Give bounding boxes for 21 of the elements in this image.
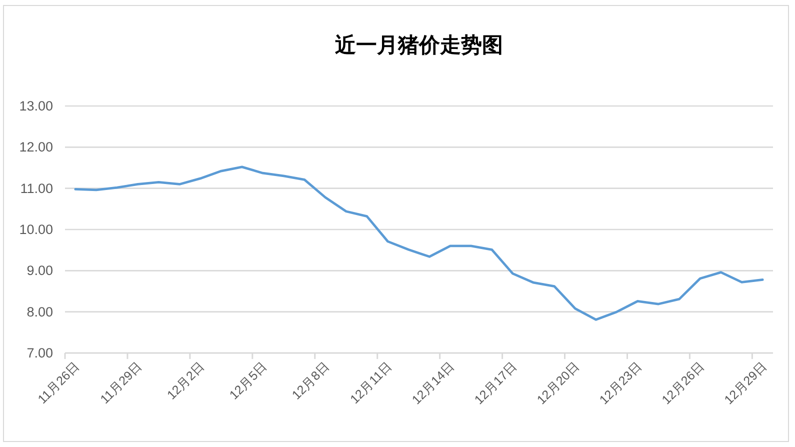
chart-title: 近一月猪价走势图 bbox=[334, 32, 503, 57]
y-tick-label: 7.00 bbox=[26, 346, 53, 360]
x-tick-label: 11月26日 bbox=[35, 359, 83, 407]
x-tick-label: 12月29日 bbox=[722, 359, 770, 408]
y-tick-label: 10.00 bbox=[19, 222, 53, 237]
x-tick-label: 12月17日 bbox=[472, 359, 520, 408]
x-tick-label: 11月29日 bbox=[98, 359, 146, 407]
y-tick-label: 8.00 bbox=[26, 304, 53, 320]
y-tick-label: 9.00 bbox=[26, 263, 53, 278]
x-tick-label: 12月26日 bbox=[659, 359, 708, 408]
line-series bbox=[74, 166, 764, 321]
x-tick-label: 12月2日 bbox=[164, 359, 208, 402]
x-tick-label: 12月20日 bbox=[534, 359, 582, 408]
x-tick-label: 12月11日 bbox=[348, 359, 395, 407]
y-tick-label: 13.00 bbox=[19, 98, 53, 114]
x-tick-label: 12月8日 bbox=[289, 359, 332, 402]
y-tick-label: 11.00 bbox=[20, 180, 53, 196]
x-tick-label: 12月5日 bbox=[226, 359, 270, 402]
y-tick-label: 12.00 bbox=[19, 140, 53, 155]
x-tick-label: 12月14日 bbox=[409, 359, 458, 408]
x-tick-label: 12月23日 bbox=[596, 359, 645, 408]
